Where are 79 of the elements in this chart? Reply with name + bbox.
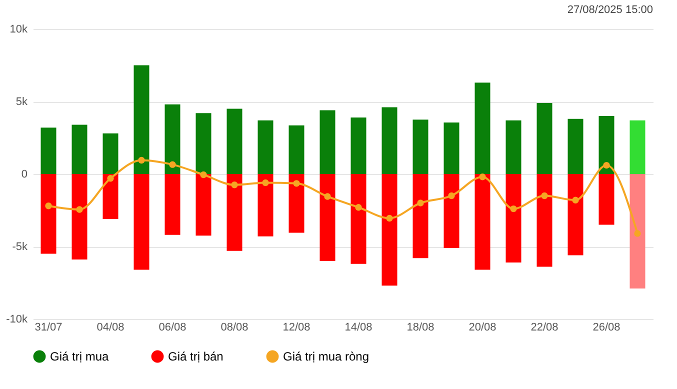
bar <box>320 174 336 261</box>
point <box>324 193 331 200</box>
bar <box>474 82 490 174</box>
y-tick-label: 0 <box>21 168 28 180</box>
bar <box>288 174 304 233</box>
text: 27/08/2025 15:00 <box>567 4 653 16</box>
bar <box>350 174 366 264</box>
point <box>510 205 517 212</box>
bar <box>382 174 398 286</box>
x-tick-label: 26/08 <box>592 322 620 334</box>
point <box>479 174 486 180</box>
bar <box>226 108 242 174</box>
x-tick-label: 08/08 <box>220 322 248 334</box>
bar <box>444 122 460 174</box>
bar <box>320 110 336 174</box>
point <box>169 161 176 168</box>
bar <box>568 174 584 256</box>
bar <box>568 118 584 174</box>
bar <box>444 174 460 248</box>
bar <box>196 174 212 236</box>
bar <box>134 65 150 174</box>
bar <box>630 174 646 289</box>
x-tick-label: 04/08 <box>96 322 124 334</box>
bar <box>536 174 552 267</box>
bar <box>164 104 180 174</box>
bar <box>506 174 522 262</box>
bar <box>506 120 522 174</box>
point <box>541 192 548 200</box>
bar <box>40 128 56 174</box>
point <box>76 206 83 213</box>
bar <box>536 102 552 174</box>
x-tick-label: 22/08 <box>530 322 558 334</box>
x-tick-label: 20/08 <box>468 322 496 334</box>
y-tick-label: -10k <box>6 314 28 326</box>
y-tick-label: 5k <box>16 96 28 108</box>
bar <box>412 120 428 174</box>
point <box>45 202 52 210</box>
y-tick-label: -5k <box>12 241 28 253</box>
bar <box>474 174 490 270</box>
x-tick-label: 18/08 <box>406 322 434 334</box>
legend-label: Giá trị mua <box>50 350 110 364</box>
bar <box>598 174 614 225</box>
bar <box>382 107 398 174</box>
bar <box>72 174 88 260</box>
point <box>200 171 207 178</box>
bar <box>102 174 118 219</box>
x-tick-label: 12/08 <box>282 322 310 334</box>
x-tick-label: 14/08 <box>344 322 372 334</box>
point <box>572 196 579 204</box>
point <box>386 214 393 222</box>
legend-label: Giá trị bán <box>168 350 224 364</box>
point <box>634 230 641 237</box>
bar <box>598 116 614 174</box>
point <box>138 156 145 164</box>
bar <box>196 113 212 174</box>
y-tick-label: 10k <box>10 24 28 36</box>
bar <box>134 174 150 270</box>
point <box>417 200 424 206</box>
bar <box>288 125 304 174</box>
x-tick-label: 06/08 <box>158 322 186 334</box>
x-tick-label: 31/07 <box>34 322 62 334</box>
point <box>603 162 610 169</box>
point <box>448 192 455 200</box>
point <box>355 204 362 211</box>
bar <box>102 133 118 174</box>
bar <box>630 120 646 174</box>
bar <box>164 174 180 235</box>
bar <box>72 124 88 174</box>
bar <box>258 174 274 236</box>
bar <box>226 174 242 251</box>
point <box>231 182 238 188</box>
bar <box>40 174 56 254</box>
bar <box>350 117 366 174</box>
point <box>293 180 300 187</box>
point <box>107 175 114 182</box>
bar <box>412 174 428 258</box>
legend-label: Giá trị mua ròng <box>283 350 370 364</box>
point <box>262 179 269 186</box>
bar <box>258 120 274 174</box>
